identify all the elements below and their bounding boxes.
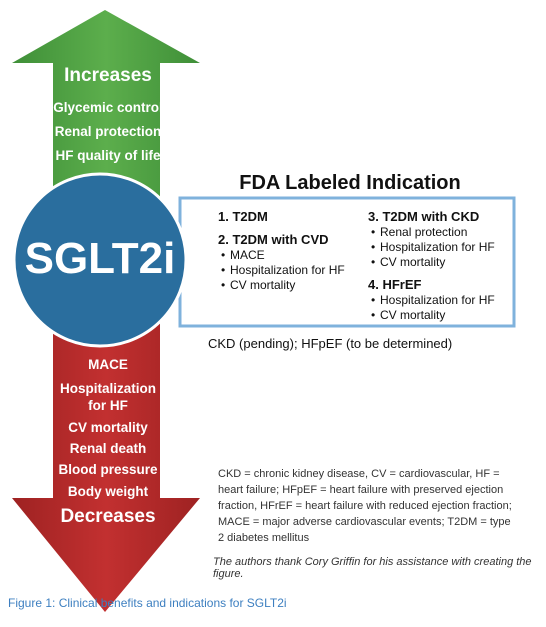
increase-item: HF quality of life bbox=[55, 148, 161, 163]
indication-item: Hospitalization for HF bbox=[218, 263, 345, 278]
decrease-item: CV mortality bbox=[68, 420, 148, 435]
indication-item: CV mortality bbox=[368, 308, 495, 323]
fda-note: CKD (pending); HFpEF (to be determined) bbox=[208, 336, 453, 351]
indication: 2. T2DM with CVDMACEHospitalization for … bbox=[218, 231, 345, 293]
decrease-item: Renal death bbox=[69, 441, 147, 456]
indication-item: CV mortality bbox=[218, 278, 345, 293]
indication-item: Hospitalization for HF bbox=[368, 240, 495, 255]
decrease-item: Blood pressure bbox=[58, 462, 158, 477]
increases-title: Increases bbox=[64, 65, 152, 86]
indication-item: MACE bbox=[218, 248, 345, 263]
indication-item: Hospitalization for HF bbox=[368, 293, 495, 308]
increase-item: Renal protection bbox=[54, 124, 162, 139]
indication-heading: 2. T2DM with CVD bbox=[218, 232, 329, 247]
indication: 1. T2DM bbox=[218, 208, 268, 225]
decrease-arrow bbox=[12, 318, 200, 612]
decrease-item: MACE bbox=[88, 357, 128, 372]
decrease-item: Hospitalization for HF bbox=[59, 381, 156, 413]
decrease-item: Body weight bbox=[67, 484, 149, 499]
indication: 3. T2DM with CKDRenal protectionHospital… bbox=[368, 208, 495, 270]
increase-arrow bbox=[12, 10, 200, 205]
caption: Figure 1: Clinical benefits and indicati… bbox=[8, 596, 287, 610]
fda-title: FDA Labeled Indication bbox=[239, 172, 461, 194]
center-label: SGLT2i bbox=[24, 234, 176, 283]
center-circle bbox=[12, 172, 188, 348]
abbreviations: CKD = chronic kidney disease, CV = cardi… bbox=[218, 468, 512, 544]
indication-heading: 3. T2DM with CKD bbox=[368, 209, 480, 224]
indication-item: Renal protection bbox=[368, 225, 495, 240]
indication-item: CV mortality bbox=[368, 255, 495, 270]
decreases-title: Decreases bbox=[60, 506, 156, 527]
indication-heading: 4. HFrEF bbox=[368, 277, 422, 292]
indication-heading: 1. T2DM bbox=[218, 209, 268, 224]
increase-item: Glycemic control bbox=[53, 100, 163, 115]
acknowledgment: The authors thank Cory Griffin for his a… bbox=[213, 556, 532, 580]
